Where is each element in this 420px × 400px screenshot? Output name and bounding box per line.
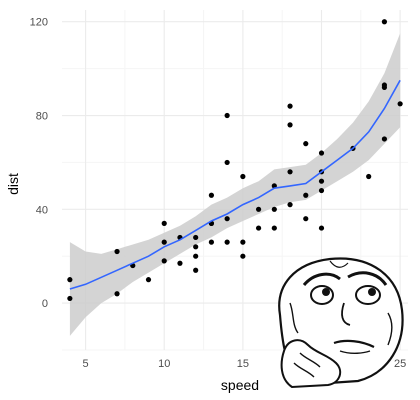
x-tick-label: 5 — [83, 358, 89, 370]
data-point — [193, 244, 199, 250]
data-point — [193, 267, 199, 273]
data-point — [161, 239, 167, 245]
confidence-band — [69, 33, 401, 336]
data-point — [381, 136, 388, 142]
y-tick-label: 120 — [30, 17, 48, 29]
data-point — [271, 183, 277, 189]
data-point — [318, 178, 325, 184]
data-point — [193, 253, 199, 259]
data-point — [287, 202, 293, 208]
thinking-face-meme-icon — [278, 257, 404, 389]
data-point — [67, 295, 73, 302]
y-axis-title: dist — [5, 173, 21, 195]
data-point — [114, 248, 120, 255]
data-point — [240, 239, 246, 245]
data-point — [271, 206, 277, 212]
data-point — [114, 291, 120, 297]
data-point — [161, 258, 167, 264]
x-tick-label: 15 — [237, 358, 249, 370]
data-point — [303, 141, 309, 147]
y-tick-label: 0 — [42, 298, 48, 310]
data-point — [193, 234, 199, 241]
data-point — [381, 19, 388, 25]
data-point — [145, 277, 152, 283]
data-point — [177, 260, 183, 266]
x-axis-title: speed — [221, 377, 259, 393]
y-tick-label: 80 — [36, 111, 48, 123]
data-point — [224, 112, 230, 119]
data-point — [161, 220, 167, 226]
y-tick-labels: 0 40 80 120 — [30, 17, 48, 310]
data-point — [303, 192, 309, 198]
data-point — [224, 216, 230, 222]
data-point — [67, 277, 73, 283]
data-point — [287, 122, 293, 128]
smooth-line — [69, 79, 401, 290]
data-point — [224, 159, 230, 166]
data-point — [208, 192, 215, 198]
y-tick-label: 40 — [36, 204, 48, 216]
data-point — [318, 150, 325, 156]
data-point — [318, 187, 325, 194]
data-point — [255, 206, 262, 212]
data-point — [287, 169, 293, 175]
data-point — [271, 225, 277, 231]
data-point — [224, 239, 230, 245]
data-point — [255, 225, 262, 231]
data-point — [287, 103, 293, 109]
x-tick-label: 25 — [394, 358, 406, 370]
data-point — [240, 253, 246, 259]
data-point — [397, 101, 403, 107]
data-point — [318, 225, 325, 231]
data-point — [381, 82, 388, 88]
data-point — [366, 173, 372, 180]
data-point — [303, 216, 309, 222]
data-point — [208, 239, 215, 245]
x-tick-label: 10 — [158, 358, 170, 370]
data-point — [240, 173, 246, 180]
